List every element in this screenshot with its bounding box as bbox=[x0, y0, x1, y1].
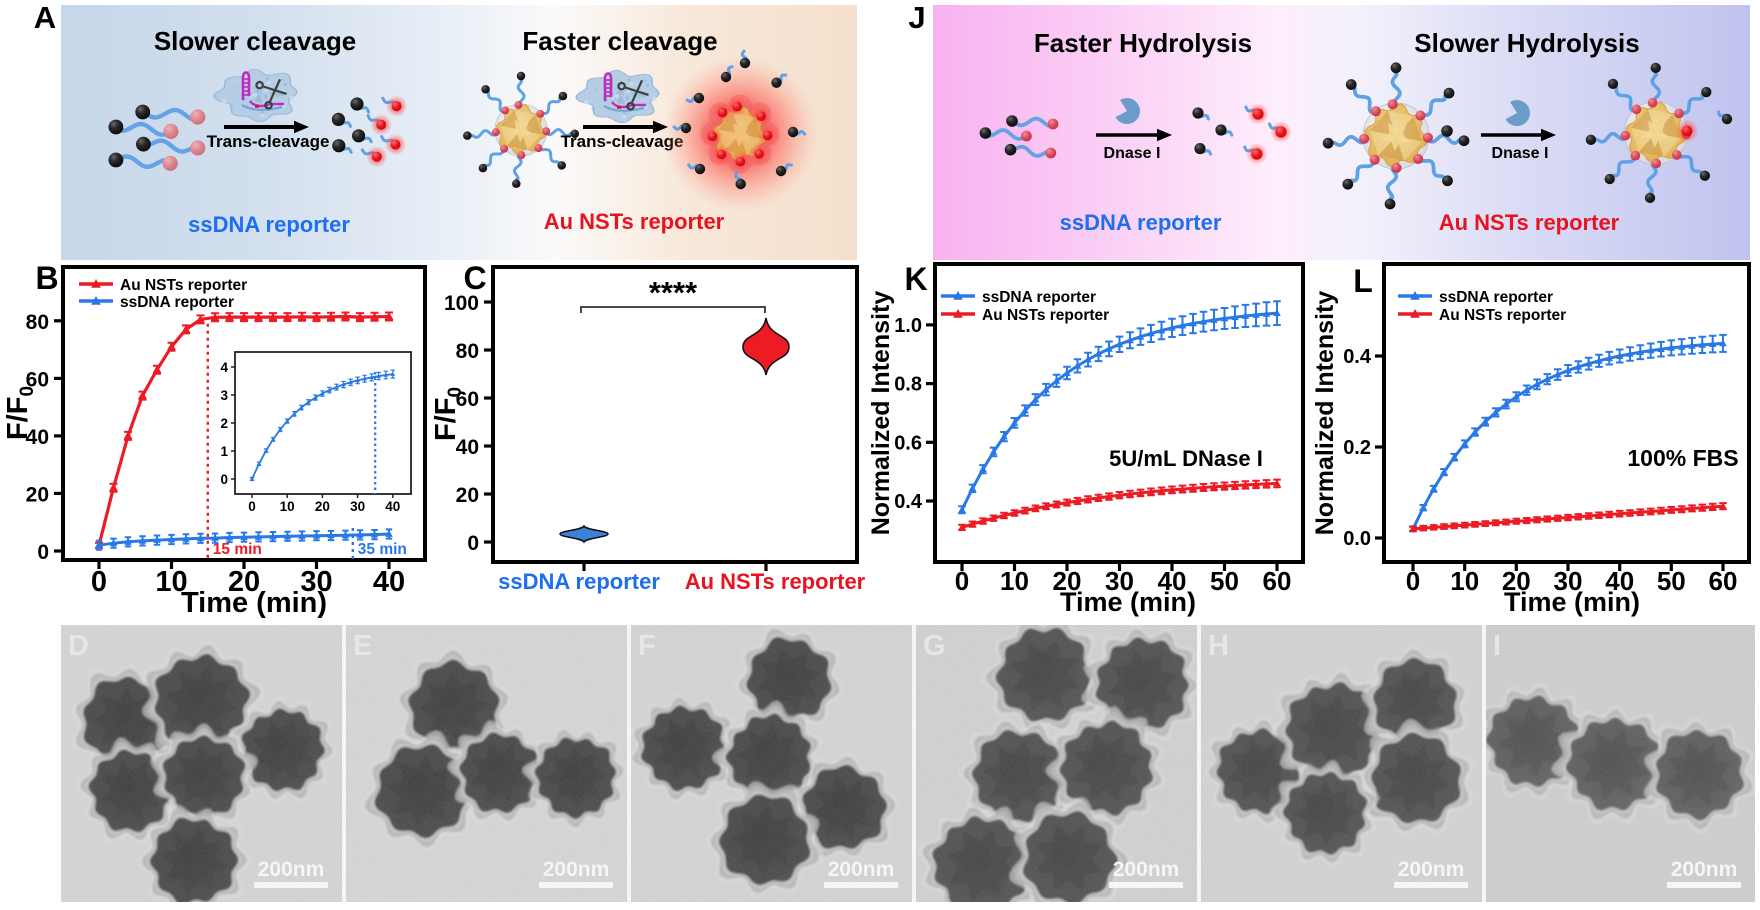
svg-text:40: 40 bbox=[373, 566, 405, 598]
svg-text:100% FBS: 100% FBS bbox=[1627, 445, 1738, 471]
svg-text:20: 20 bbox=[315, 499, 330, 514]
svg-text:Dnase I: Dnase I bbox=[1104, 145, 1161, 162]
svg-text:0.6: 0.6 bbox=[894, 432, 922, 454]
svg-text:F/F0: F/F0 bbox=[2, 386, 38, 440]
svg-text:15 min: 15 min bbox=[213, 541, 262, 558]
svg-text:ssDNA reporter: ssDNA reporter bbox=[1060, 210, 1222, 235]
svg-text:Trans-cleavage: Trans-cleavage bbox=[561, 132, 684, 151]
svg-text:30: 30 bbox=[1554, 566, 1583, 596]
svg-text:0.4: 0.4 bbox=[894, 491, 923, 513]
svg-text:2: 2 bbox=[220, 416, 228, 431]
svg-text:20: 20 bbox=[456, 484, 479, 507]
svg-text:60: 60 bbox=[456, 388, 479, 411]
svg-text:ssDNA reporter: ssDNA reporter bbox=[188, 212, 350, 237]
svg-text:0: 0 bbox=[37, 541, 49, 564]
svg-text:0.4: 0.4 bbox=[1343, 346, 1372, 368]
svg-text:0: 0 bbox=[955, 566, 969, 596]
svg-text:100: 100 bbox=[444, 292, 479, 315]
svg-text:30: 30 bbox=[1105, 566, 1134, 596]
svg-text:Time (min): Time (min) bbox=[1060, 587, 1196, 617]
svg-text:1.0: 1.0 bbox=[894, 315, 922, 337]
svg-text:F/F0: F/F0 bbox=[430, 387, 466, 441]
svg-text:40: 40 bbox=[385, 499, 400, 514]
svg-text:Faster cleavage: Faster cleavage bbox=[522, 26, 717, 56]
svg-text:ssDNA reporter: ssDNA reporter bbox=[982, 289, 1096, 306]
svg-text:0: 0 bbox=[1406, 566, 1420, 596]
svg-text:Au NSTs reporter: Au NSTs reporter bbox=[1439, 210, 1620, 235]
svg-text:60: 60 bbox=[1263, 566, 1292, 596]
svg-text:5U/mL DNase I: 5U/mL DNase I bbox=[1109, 446, 1263, 471]
svg-text:80: 80 bbox=[456, 340, 479, 363]
svg-text:20: 20 bbox=[1502, 566, 1531, 596]
svg-text:0.2: 0.2 bbox=[1343, 437, 1371, 459]
svg-text:1: 1 bbox=[220, 444, 228, 459]
svg-text:0: 0 bbox=[220, 472, 228, 487]
svg-text:10: 10 bbox=[280, 499, 295, 514]
svg-text:0: 0 bbox=[467, 532, 479, 555]
svg-text:0: 0 bbox=[248, 499, 256, 514]
svg-text:10: 10 bbox=[155, 566, 187, 598]
svg-text:4: 4 bbox=[220, 360, 228, 375]
svg-text:40: 40 bbox=[1158, 566, 1187, 596]
svg-text:0.8: 0.8 bbox=[894, 374, 922, 396]
svg-text:A: A bbox=[34, 0, 56, 35]
svg-text:0.0: 0.0 bbox=[1343, 528, 1371, 550]
svg-text:80: 80 bbox=[26, 311, 49, 334]
svg-text:J: J bbox=[908, 0, 925, 35]
svg-text:40: 40 bbox=[1605, 566, 1634, 596]
svg-text:50: 50 bbox=[1210, 566, 1239, 596]
svg-text:Faster Hydrolysis: Faster Hydrolysis bbox=[1034, 28, 1252, 58]
svg-text:Normalized Intensity: Normalized Intensity bbox=[867, 291, 895, 536]
svg-text:60: 60 bbox=[26, 368, 49, 391]
svg-text:30: 30 bbox=[300, 566, 332, 598]
svg-text:20: 20 bbox=[26, 483, 49, 506]
svg-text:0: 0 bbox=[91, 566, 107, 598]
svg-text:****: **** bbox=[649, 275, 698, 310]
svg-text:20: 20 bbox=[1053, 566, 1082, 596]
svg-text:10: 10 bbox=[1450, 566, 1479, 596]
svg-text:L: L bbox=[1353, 263, 1373, 299]
svg-text:Au NSTs reporter: Au NSTs reporter bbox=[982, 307, 1109, 324]
svg-text:Au NSTs reporter: Au NSTs reporter bbox=[544, 209, 725, 234]
svg-text:Dnase I: Dnase I bbox=[1492, 145, 1549, 162]
svg-text:50: 50 bbox=[1657, 566, 1686, 596]
svg-text:C: C bbox=[463, 260, 486, 296]
svg-text:40: 40 bbox=[26, 426, 49, 449]
svg-text:Slower Hydrolysis: Slower Hydrolysis bbox=[1414, 28, 1639, 58]
svg-text:20: 20 bbox=[228, 566, 260, 598]
svg-text:10: 10 bbox=[1000, 566, 1029, 596]
svg-text:Slower cleavage: Slower cleavage bbox=[154, 26, 356, 56]
svg-text:Time (min): Time (min) bbox=[181, 587, 327, 619]
svg-text:ssDNA reporter: ssDNA reporter bbox=[1439, 289, 1553, 306]
svg-text:3: 3 bbox=[220, 388, 228, 403]
svg-text:60: 60 bbox=[1709, 566, 1738, 596]
svg-text:35 min: 35 min bbox=[358, 541, 407, 558]
svg-text:Normalized Intensity: Normalized Intensity bbox=[1311, 291, 1339, 536]
svg-text:Au NSTs reporter: Au NSTs reporter bbox=[685, 569, 866, 594]
svg-text:ssDNA reporter: ssDNA reporter bbox=[498, 569, 660, 594]
svg-text:Au NSTs reporter: Au NSTs reporter bbox=[1439, 307, 1566, 324]
svg-text:30: 30 bbox=[350, 499, 365, 514]
svg-text:40: 40 bbox=[456, 436, 479, 459]
svg-text:B: B bbox=[35, 260, 58, 296]
svg-text:K: K bbox=[904, 261, 927, 297]
svg-text:Time (min): Time (min) bbox=[1504, 587, 1640, 617]
svg-text:Trans-cleavage: Trans-cleavage bbox=[207, 132, 330, 151]
svg-text:Au NSTs reporter: Au NSTs reporter bbox=[120, 277, 247, 294]
svg-text:ssDNA reporter: ssDNA reporter bbox=[120, 294, 234, 311]
